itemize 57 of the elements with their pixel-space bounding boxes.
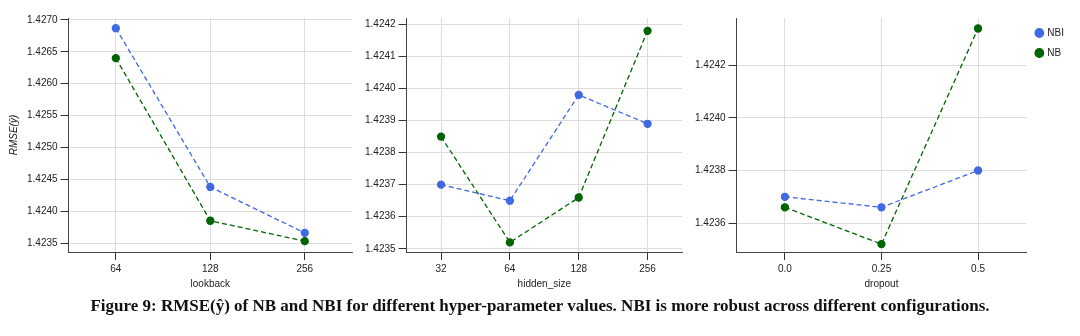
y-tick-label: 1.4235 <box>364 242 397 254</box>
point <box>643 26 652 35</box>
point <box>505 238 515 247</box>
x-tick-label: 0.25 <box>871 262 892 274</box>
point <box>877 203 886 212</box>
point <box>574 193 583 202</box>
y-tick-label: 1.4255 <box>26 109 59 121</box>
y-axis-title: RMSE(ŷ) <box>7 114 19 156</box>
point <box>300 237 309 246</box>
y-tick-label: 1.4237 <box>364 178 397 190</box>
legend-label: NB <box>1047 46 1062 58</box>
point <box>780 203 790 212</box>
point <box>206 182 215 192</box>
point <box>505 196 515 205</box>
point <box>877 239 886 249</box>
point <box>111 54 120 63</box>
y-tick-label: 1.4238 <box>694 164 727 176</box>
y-tick-label: 1.4239 <box>364 114 397 126</box>
point <box>206 216 215 225</box>
legend-label: NBI <box>1047 26 1064 38</box>
y-tick-label: 1.4240 <box>364 82 397 94</box>
y-tick-label: 1.4240 <box>26 204 59 216</box>
point <box>780 192 790 201</box>
y-tick-label: 1.4236 <box>364 210 397 222</box>
x-axis-title: lookback <box>190 277 232 289</box>
x-tick-label: 0.5 <box>971 262 986 274</box>
point <box>643 119 652 128</box>
y-tick-label: 1.4245 <box>26 173 59 185</box>
point <box>436 132 446 141</box>
y-tick-label: 1.4236 <box>694 216 727 228</box>
x-tick-label: 128 <box>570 262 588 274</box>
x-tick-label: 0.0 <box>777 262 793 274</box>
y-tick-label: 1.4242 <box>364 18 397 30</box>
y-tick-label: 1.4240 <box>694 111 727 123</box>
caption: Figure 9: RMSE(ŷ) of NB and NBI for different hyper-parameter values. NBI is more robust across different configurations. <box>89 296 991 316</box>
x-tick-label: 64 <box>504 262 516 274</box>
x-tick-label: 256 <box>639 262 657 274</box>
point <box>111 24 120 33</box>
point <box>973 24 983 33</box>
y-tick-label: 1.4242 <box>694 59 727 71</box>
x-tick-label: 128 <box>201 262 220 274</box>
point <box>300 228 309 238</box>
x-tick-label: 256 <box>296 262 314 274</box>
y-tick-label: 1.4235 <box>26 236 59 248</box>
y-tick-label: 1.4250 <box>26 141 59 153</box>
y-tick-label: 1.4270 <box>26 13 59 25</box>
point <box>973 166 983 175</box>
x-axis-title: dropout <box>864 277 899 289</box>
point <box>436 180 446 189</box>
y-tick-label: 1.4260 <box>26 77 59 89</box>
point <box>574 90 583 100</box>
x-axis-title: hidden_size <box>517 277 572 289</box>
x-tick-label: 32 <box>435 262 448 274</box>
x-tick-label: 64 <box>110 262 122 274</box>
y-tick-label: 1.4238 <box>364 146 397 158</box>
y-tick-label: 1.4241 <box>364 50 397 62</box>
y-tick-label: 1.4265 <box>26 45 59 57</box>
